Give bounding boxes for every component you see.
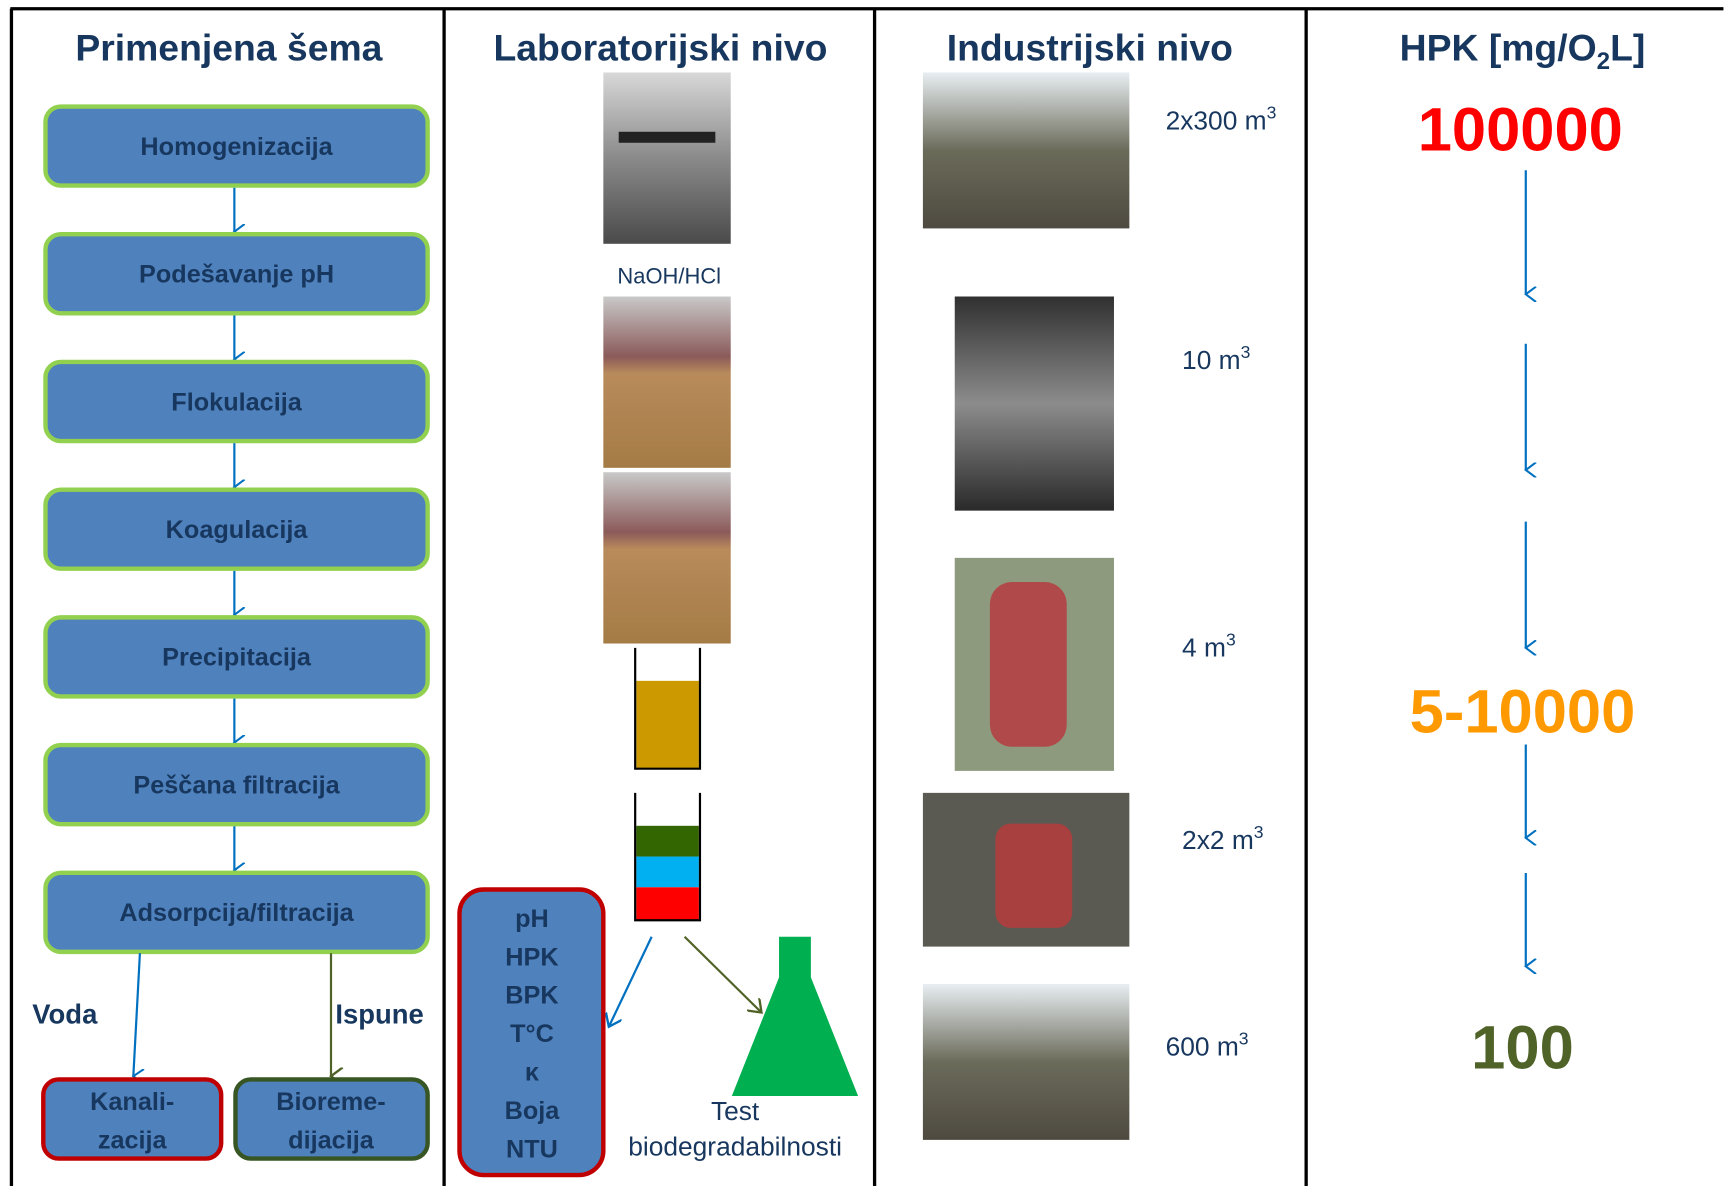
title-text: L] <box>1610 26 1645 68</box>
parameter: Boja <box>505 1097 561 1125</box>
arrow <box>685 937 762 1013</box>
step-text: Precipitacija <box>162 644 312 672</box>
plant-photo-detail <box>995 824 1072 928</box>
volume-superscript: 3 <box>1254 822 1264 842</box>
outcome-text: dijacija <box>288 1127 375 1155</box>
step-text: Homogenizacija <box>140 133 333 161</box>
plant-photo <box>923 72 1129 228</box>
outcome-text: zacija <box>98 1127 168 1155</box>
tube-layer <box>636 826 699 857</box>
tube <box>635 793 700 920</box>
step-text: Podešavanje pH <box>139 261 334 289</box>
title-subscript: 2 <box>1597 48 1610 75</box>
plant-photo <box>923 984 1129 1140</box>
column-title: HPK [mg/O2L] <box>1400 26 1646 75</box>
parameter: HPK <box>505 943 558 971</box>
lab-photo <box>603 297 730 468</box>
parameter: NTU <box>506 1135 558 1163</box>
plant-photo <box>955 297 1114 511</box>
volume-superscript: 3 <box>1241 342 1251 362</box>
volume-superscript: 3 <box>1239 1028 1249 1048</box>
column-title: Industrijski nivo <box>947 26 1233 68</box>
lab-photo <box>603 72 730 243</box>
parameter: κ <box>525 1059 540 1087</box>
volume-superscript: 3 <box>1226 630 1236 650</box>
cod-level: 100000 <box>1418 95 1623 164</box>
parameter: BPK <box>505 982 558 1010</box>
lab-photo <box>603 472 730 643</box>
slide: Primenjena šema Laboratorijski nivo Indu… <box>0 0 1725 1186</box>
cod-level: 100 <box>1471 1013 1574 1082</box>
plant-photo-detail <box>990 582 1067 747</box>
step-text: Flokulacija <box>171 388 302 416</box>
volume-superscript: 3 <box>1267 103 1277 123</box>
volume-label: 600 m3 <box>1166 1028 1249 1061</box>
branch-label: Voda <box>32 998 98 1029</box>
column-title: Laboratorijski nivo <box>493 26 827 68</box>
volume-label: 4 m3 <box>1182 630 1236 663</box>
branch-label: Ispune <box>335 998 423 1029</box>
step-text: Koagulacija <box>166 516 309 544</box>
volume-label: 2x300 m3 <box>1166 103 1277 136</box>
lab-photo-detail <box>619 132 716 143</box>
volume-text: 600 m <box>1166 1031 1239 1061</box>
step-text: Peščana filtracija <box>133 771 340 799</box>
flask <box>732 937 858 1096</box>
volume-label: 2x2 m3 <box>1182 822 1264 855</box>
arrow <box>133 953 140 1076</box>
tube-layer <box>636 887 699 920</box>
tube <box>635 648 700 769</box>
parameter: T°C <box>510 1020 554 1048</box>
volume-label: 10 m3 <box>1182 342 1250 375</box>
outcome-text: Kanali- <box>90 1088 174 1116</box>
outcome-text: Bioreme- <box>276 1088 385 1116</box>
column-title: Primenjena šema <box>75 26 382 68</box>
title-text: HPK [mg/O <box>1400 26 1597 68</box>
cod-level: 5-10000 <box>1410 677 1636 746</box>
page: { "schema": { "title": "Primenjena šema"… <box>0 0 1725 1186</box>
test-label: biodegradabilnosti <box>628 1131 842 1161</box>
tube-fill <box>636 681 699 769</box>
schema-flow: Homogenizacija Podešavanje pH Flokulacija K… <box>45 107 427 952</box>
arrow <box>609 937 652 1027</box>
reagent-label: NaOH/HCl <box>617 263 721 288</box>
volume-text: 2x2 m <box>1182 825 1254 855</box>
tube-layer <box>636 857 699 888</box>
step-text: Adsorpcija/filtracija <box>119 899 354 927</box>
volume-text: 4 m <box>1182 633 1226 663</box>
volume-text: 10 m <box>1182 345 1241 375</box>
parameter-list: pH HPK BPK T°C κ Boja NTU <box>505 905 561 1164</box>
test-label: Test <box>711 1096 760 1126</box>
parameter: pH <box>515 905 549 933</box>
volume-text: 2x300 m <box>1166 106 1267 136</box>
